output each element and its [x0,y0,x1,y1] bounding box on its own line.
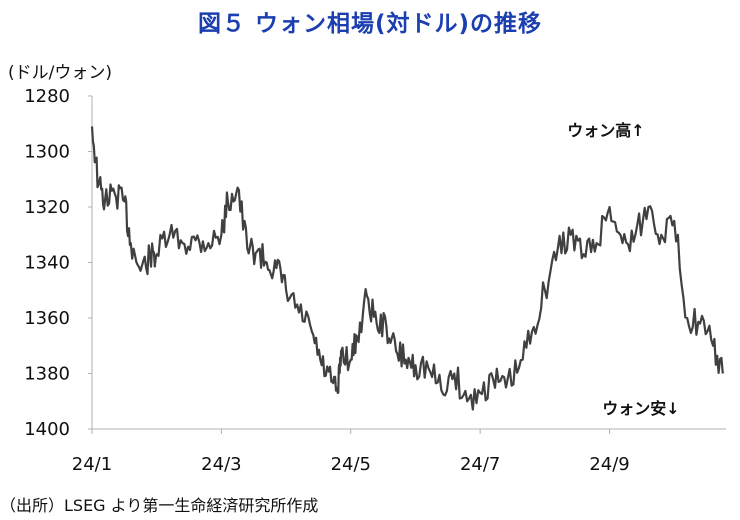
chart-title: 図５ ウォン相場(対ドル)の推移 [197,11,543,37]
exchange-rate-line [90,126,724,411]
plot-area [90,126,724,411]
y-tick-label: 1360 [24,308,70,329]
y-axis-unit-label: (ドル/ウォン) [8,63,112,83]
annotation-won-weak: ウォン安↓ [602,399,679,418]
y-tick-label: 1280 [24,86,70,107]
y-tick-label: 1400 [24,419,70,440]
annotation-won-strong: ウォン高↑ [567,121,644,140]
y-tick-label: 1320 [24,197,70,218]
x-tick-label: 24/9 [589,454,629,475]
y-tick-label: 1340 [24,253,70,274]
y-tick-label: 1300 [24,142,70,163]
x-tick-label: 24/1 [72,454,112,475]
y-tick-label: 1380 [24,364,70,385]
source-note: （出所）LSEG より第一生命経済研究所作成 [0,496,319,515]
x-tick-label: 24/5 [331,454,371,475]
x-tick-label: 24/7 [460,454,500,475]
x-tick-label: 24/3 [201,454,241,475]
axes [88,95,726,434]
